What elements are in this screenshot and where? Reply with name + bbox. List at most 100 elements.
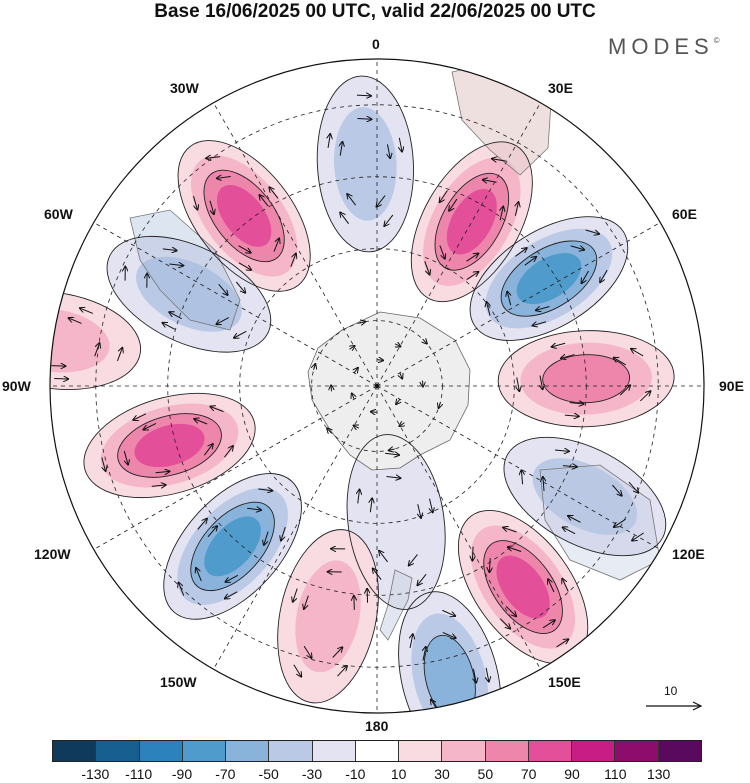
- wind-arrow: [281, 526, 286, 540]
- wind-arrow: [614, 358, 626, 366]
- streamline-contour: [83, 392, 256, 499]
- anomaly-contour-fill: [216, 185, 272, 247]
- wind-arrow: [101, 457, 106, 470]
- wind-arrow: [396, 399, 400, 404]
- wind-arrow: [536, 306, 550, 311]
- wind-arrow: [224, 446, 233, 458]
- wind-arrow: [209, 200, 214, 214]
- wind-arrow: [218, 283, 228, 295]
- wind-arrow: [203, 444, 212, 456]
- wind-arrow: [216, 317, 229, 325]
- colorbar-segment: [658, 741, 701, 761]
- wind-arrow: [384, 214, 394, 226]
- wind-arrow: [290, 254, 296, 267]
- wind-arrow: [80, 308, 94, 314]
- colorbar-tick-label: -10: [345, 766, 366, 782]
- wind-arrow: [303, 645, 311, 658]
- wind-arrow: [273, 238, 279, 252]
- wind-arrow: [399, 423, 404, 426]
- anomaly-contour-fill: [334, 107, 397, 221]
- latitude-circle: [167, 176, 587, 596]
- streamline-contour: [398, 591, 502, 713]
- wind-arrow: [632, 532, 644, 541]
- wind-arrow: [354, 425, 359, 428]
- colorbar-segment: [312, 741, 356, 761]
- wind-arrow: [178, 583, 185, 596]
- wind-arrow: [439, 402, 441, 408]
- wind-arrow: [162, 323, 176, 330]
- lon-label-30e: 30E: [548, 80, 573, 96]
- colorbar-segment: [485, 741, 529, 761]
- wind-arrow: [192, 196, 197, 209]
- colorbar-tick-label: 30: [434, 766, 450, 782]
- wind-arrow: [269, 187, 279, 199]
- wind-arrow: [304, 595, 309, 609]
- wind-arrow: [568, 516, 581, 523]
- wind-arrow: [238, 262, 251, 270]
- wind-arrow: [169, 312, 182, 320]
- wind-arrow: [409, 554, 418, 565]
- wind-arrow: [449, 198, 458, 211]
- wind-arrow: [424, 261, 430, 274]
- wind-arrow: [354, 368, 358, 373]
- wind-arrow: [472, 546, 473, 561]
- wind-arrow: [370, 498, 372, 513]
- grid-lines: [50, 59, 704, 713]
- contour-lines: [50, 75, 675, 713]
- lon-label-0: 0: [372, 36, 380, 52]
- colorbar-tick-label: 50: [477, 766, 494, 782]
- meridian-line: [376, 102, 541, 387]
- south-america-land: [129, 209, 241, 331]
- anomaly-contour-fill: [295, 560, 361, 673]
- wind-arrow: [196, 568, 202, 582]
- latitude-circle: [95, 104, 659, 668]
- streamline-contour: [277, 529, 379, 704]
- colorbar-segment: [615, 741, 659, 761]
- wind-arrow: [169, 264, 183, 266]
- wind-arrow: [540, 375, 543, 389]
- colorbar-segment: [528, 741, 573, 761]
- wind-arrow: [377, 195, 386, 207]
- latitude-circle: [239, 248, 515, 524]
- wind-arrow: [430, 498, 433, 513]
- streamline-contour: [423, 634, 476, 713]
- polar-map: [1, 58, 705, 735]
- wind-arrow: [217, 176, 231, 178]
- wind-arrow: [515, 248, 526, 257]
- wind-arrow: [562, 466, 577, 467]
- colorbar-tick-label: -70: [215, 766, 236, 782]
- map-title: Base 16/06/2025 00 UTC, valid 22/06/2025…: [154, 1, 596, 22]
- wind-arrow: [554, 450, 569, 451]
- wind-arrow: [117, 348, 122, 362]
- colorbar-tick-label: -30: [301, 766, 323, 782]
- wind-arrow: [337, 666, 347, 677]
- wind-arrow: [258, 489, 272, 491]
- streamline-contour: [117, 413, 222, 478]
- wind-arrow: [352, 393, 354, 399]
- wind-arrow: [631, 349, 644, 357]
- reference-vector-head: [692, 701, 703, 711]
- streamline-contour: [316, 75, 414, 253]
- wind-arrow: [259, 195, 269, 207]
- wind-arrow: [207, 526, 217, 538]
- wind-arrow: [1, 306, 14, 311]
- latitude-circle: [311, 320, 443, 452]
- wind-arrow: [612, 484, 621, 496]
- wind-arrow: [350, 346, 355, 349]
- anomaly-contour-fill: [496, 555, 550, 619]
- wind-arrow: [264, 531, 269, 545]
- streamline-contour: [542, 354, 631, 404]
- wind-arrow: [94, 343, 100, 357]
- lon-label-120w: 120W: [34, 546, 71, 562]
- meridian-line: [93, 222, 378, 387]
- anomaly-contour-fill: [532, 458, 638, 535]
- wind-arrow: [377, 360, 383, 361]
- new-zealand-land: [379, 569, 413, 641]
- wind-arrow: [371, 412, 377, 413]
- colorbar-segment: [226, 741, 270, 761]
- wind-arrow: [226, 574, 239, 582]
- wind-arrow: [238, 245, 251, 253]
- wind-arrow: [151, 485, 166, 486]
- wind-arrow: [543, 477, 544, 491]
- wind-vectors: [1, 95, 650, 735]
